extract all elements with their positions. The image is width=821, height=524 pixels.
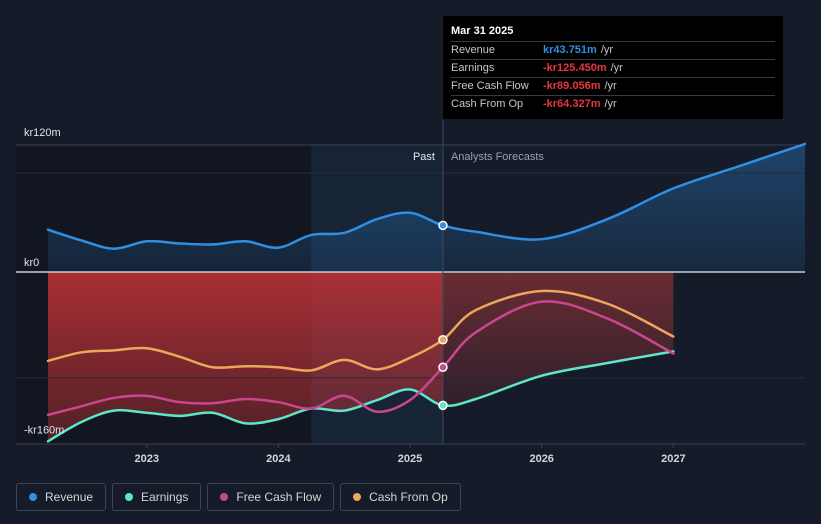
legend-dot-icon xyxy=(353,493,362,501)
earnings-past-area xyxy=(48,272,443,442)
legend-item-free-cash-flow[interactable]: Free Cash Flow xyxy=(207,483,335,511)
legend-item-revenue[interactable]: Revenue xyxy=(16,483,107,511)
legend-label: Revenue xyxy=(45,490,94,504)
tooltip-unit: /yr xyxy=(600,44,614,56)
legend-item-earnings[interactable]: Earnings xyxy=(112,483,202,511)
x-tick-label: 2025 xyxy=(398,453,422,465)
legend-label: Free Cash Flow xyxy=(236,490,322,504)
tooltip-row: Cash From Op -kr64.327m/yr xyxy=(451,95,775,113)
series-line-revenue xyxy=(46,142,807,250)
tooltip-row: Earnings -kr125.450m/yr xyxy=(451,59,775,77)
legend: Revenue Earnings Free Cash Flow Cash From O… xyxy=(16,483,461,511)
past-label: Past xyxy=(413,151,435,163)
tooltip-value: -kr125.450m xyxy=(543,62,607,74)
revenue-area xyxy=(48,143,805,272)
earnings-forecast-area xyxy=(442,272,674,406)
tooltip-value: -kr64.327m xyxy=(543,98,601,110)
series-line-free-cash-flow xyxy=(46,300,675,417)
tooltip-label: Earnings xyxy=(451,62,495,74)
x-tick-label: 2027 xyxy=(661,453,685,465)
tooltip-unit: /yr xyxy=(604,98,617,110)
tooltip-date: Mar 31 2025 xyxy=(451,25,514,37)
marker-free-cash-flow[interactable] xyxy=(438,362,448,372)
x-tick-label: 2024 xyxy=(266,453,291,465)
tooltip-label: Free Cash Flow xyxy=(451,80,529,92)
marker-cash-from-op[interactable] xyxy=(438,334,448,345)
legend-item-cash-from-op[interactable]: Cash From Op xyxy=(340,483,461,511)
x-tick-label: 2026 xyxy=(529,453,553,465)
series-line-cash-from-op xyxy=(46,289,675,372)
tooltip-value: kr43.751m xyxy=(543,44,597,56)
marker-revenue[interactable] xyxy=(438,220,448,231)
legend-label: Cash From Op xyxy=(369,490,448,504)
forecast-label: Analysts Forecasts xyxy=(451,151,544,163)
y-axis-label: kr0 xyxy=(24,257,39,269)
legend-dot-icon xyxy=(125,493,134,501)
legend-dot-icon xyxy=(29,493,37,501)
x-tick-label: 2023 xyxy=(134,453,158,465)
marker-earnings[interactable] xyxy=(438,400,448,411)
tooltip-value: -kr89.056m xyxy=(543,80,601,92)
y-axis-label: -kr160m xyxy=(24,424,64,436)
tooltip-unit: /yr xyxy=(604,80,617,92)
y-axis-label: kr120m xyxy=(24,127,61,139)
tooltip-row: Free Cash Flow -kr89.056m/yr xyxy=(451,77,775,95)
legend-dot-icon xyxy=(220,493,229,501)
legend-label: Earnings xyxy=(141,490,189,504)
tooltip-unit: /yr xyxy=(610,62,623,74)
tooltip-label: Revenue xyxy=(451,44,496,56)
tooltip-row: Revenue kr43.751m/yr xyxy=(451,41,775,59)
tooltip-label: Cash From Op xyxy=(451,98,524,110)
tooltip: Mar 31 2025 Revenue kr43.751m/yr Earnings -… xyxy=(443,16,783,119)
